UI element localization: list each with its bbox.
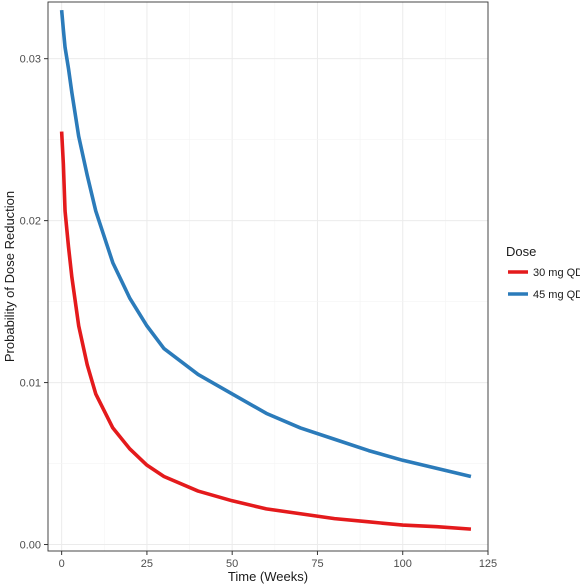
x-axis-title: Time (Weeks) xyxy=(228,569,308,584)
y-tick-label: 0.01 xyxy=(20,378,41,390)
x-tick-label: 75 xyxy=(311,558,323,570)
x-tick-label: 0 xyxy=(59,558,65,570)
x-tick-label: 50 xyxy=(226,558,238,570)
x-tick-label: 25 xyxy=(141,558,153,570)
legend-title: Dose xyxy=(506,244,536,259)
axes: 0 25 50 75 100 125 0.00 0.01 0.02 0.03 xyxy=(20,54,498,570)
series-line-30mg xyxy=(59,131,472,531)
y-tick-label: 0.02 xyxy=(20,216,41,228)
plot-panel xyxy=(48,2,488,551)
x-tick-label: 125 xyxy=(479,558,497,570)
x-tick-label: 100 xyxy=(394,558,412,570)
legend: Dose 30 mg QD 45 mg QD xyxy=(506,244,580,301)
y-axis-title: Probability of Dose Reduction xyxy=(2,191,17,362)
series-line-45mg xyxy=(59,9,472,479)
series-layer xyxy=(59,9,472,531)
plot-border xyxy=(47,1,489,552)
y-tick-label: 0.03 xyxy=(20,54,41,66)
legend-label-45mg: 45 mg QD xyxy=(533,289,580,301)
legend-label-30mg: 30 mg QD xyxy=(533,267,580,279)
y-tick-label: 0.00 xyxy=(20,540,41,552)
